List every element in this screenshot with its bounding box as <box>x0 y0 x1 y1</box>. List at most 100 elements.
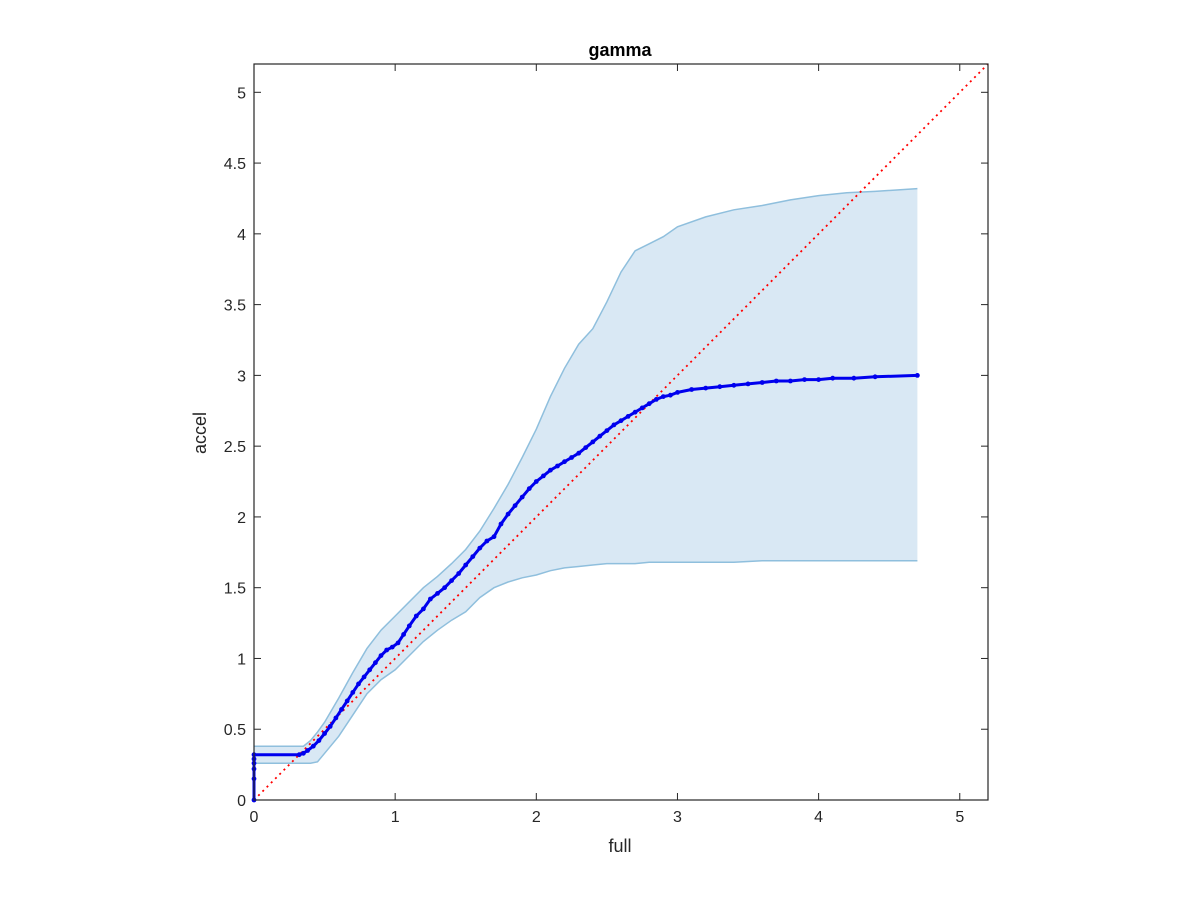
data-point <box>406 623 412 629</box>
data-point <box>484 538 490 544</box>
data-point <box>301 750 306 756</box>
data-point <box>401 632 406 637</box>
confidence-band <box>254 188 918 764</box>
data-point <box>389 644 395 650</box>
data-point <box>717 384 723 390</box>
data-point <box>618 418 624 424</box>
x-tick-label: 2 <box>532 809 541 826</box>
y-tick-label: 4 <box>237 227 246 244</box>
data-point <box>668 392 673 398</box>
data-point <box>646 401 652 407</box>
chart-title: gamma <box>588 40 652 60</box>
y-tick-label: 1 <box>237 651 246 668</box>
data-point <box>327 724 333 729</box>
x-tick-label: 0 <box>250 809 259 826</box>
y-axis-ticks: 0 0.5 1 1.5 2 2.5 3 3.5 4 4.5 5 <box>224 85 988 810</box>
data-point <box>583 445 589 450</box>
data-point <box>548 467 553 473</box>
data-point <box>872 374 878 380</box>
data-point <box>373 660 378 666</box>
y-tick-label: 2.5 <box>224 439 246 456</box>
x-axis-label: full <box>608 836 631 856</box>
data-point <box>384 647 390 653</box>
data-point <box>491 534 497 540</box>
data-point <box>533 479 539 484</box>
y-tick-label: 5 <box>237 85 246 102</box>
data-point <box>421 606 426 612</box>
data-point <box>590 439 596 445</box>
data-point <box>611 422 617 428</box>
data-point <box>305 748 310 753</box>
data-point <box>435 591 440 596</box>
data-point <box>703 385 709 391</box>
data-point <box>731 382 737 388</box>
data-point <box>344 698 350 704</box>
data-point <box>632 409 638 415</box>
data-point <box>442 585 447 591</box>
data-point <box>604 428 610 433</box>
data-point <box>428 596 433 602</box>
data-point <box>519 494 525 500</box>
data-point <box>625 414 631 419</box>
axes-box <box>253 63 989 801</box>
data-point <box>449 578 454 583</box>
data-point <box>512 503 518 508</box>
data-point <box>333 715 339 721</box>
data-point <box>310 743 316 749</box>
y-axis-label: accel <box>190 412 210 454</box>
plot-area <box>251 63 989 803</box>
data-point <box>498 521 504 527</box>
data-point <box>816 377 821 382</box>
data-point <box>788 378 793 384</box>
data-point <box>378 653 384 658</box>
data-point <box>555 463 560 469</box>
x-tick-label: 4 <box>814 809 823 826</box>
data-point <box>597 433 603 439</box>
y-tick-label: 0 <box>237 793 246 810</box>
data-point <box>689 387 694 392</box>
data-point <box>395 640 401 646</box>
y-tick-label: 1.5 <box>224 581 246 598</box>
y-tick-label: 2 <box>237 510 246 527</box>
y-tick-label: 3.5 <box>224 298 246 315</box>
data-point <box>759 380 765 385</box>
x-tick-label: 1 <box>391 809 400 826</box>
data-point <box>541 473 546 479</box>
data-point <box>322 731 327 736</box>
data-point <box>773 378 779 384</box>
data-point <box>477 545 483 551</box>
data-point <box>339 707 344 712</box>
x-tick-label: 5 <box>955 809 964 826</box>
data-point <box>413 613 419 619</box>
data-point <box>367 667 373 673</box>
data-point <box>526 486 532 491</box>
data-point <box>802 377 807 382</box>
data-point <box>505 511 511 517</box>
band-upper-edge <box>254 187 918 747</box>
data-point <box>569 455 574 460</box>
data-point <box>675 390 680 395</box>
data-point <box>851 375 857 381</box>
data-point <box>830 375 836 381</box>
data-point <box>463 562 469 568</box>
data-point <box>296 752 302 758</box>
data-point <box>639 405 645 411</box>
band-lower-edge <box>254 560 918 764</box>
y-tick-label: 0.5 <box>224 722 246 739</box>
data-point <box>915 373 920 378</box>
data-point <box>653 397 659 402</box>
data-point <box>470 554 476 559</box>
x-tick-label: 3 <box>673 809 682 826</box>
data-point <box>576 450 582 456</box>
data-point <box>745 381 751 387</box>
data-point <box>316 738 322 743</box>
y-tick-label: 4.5 <box>224 156 246 173</box>
data-point <box>361 674 367 680</box>
data-point <box>356 681 361 687</box>
data-point <box>456 571 462 576</box>
y-tick-label: 3 <box>237 368 246 385</box>
x-axis-ticks: 0 1 2 3 4 5 <box>250 64 964 826</box>
data-point <box>660 394 666 399</box>
data-point <box>350 690 356 695</box>
